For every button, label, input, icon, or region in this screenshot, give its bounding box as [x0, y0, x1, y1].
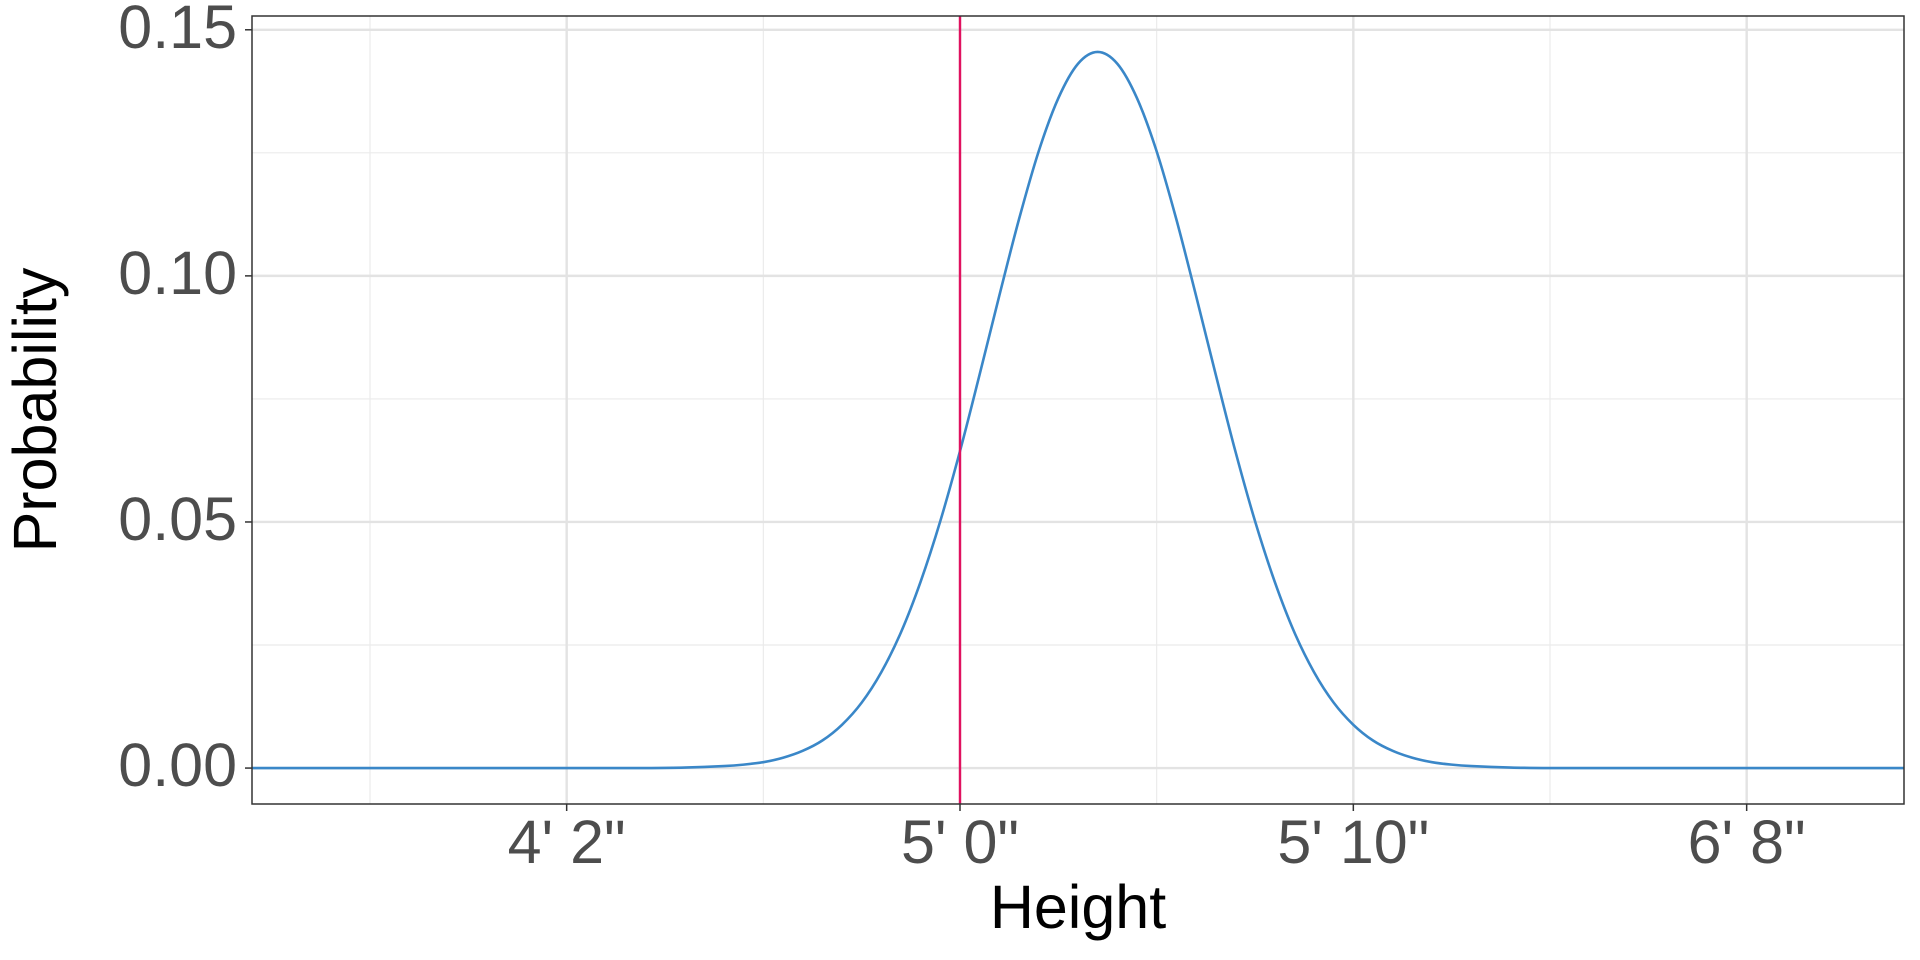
x-tick-label: 6' 8": [1688, 808, 1806, 876]
y-tick-label: 0.05: [118, 485, 237, 553]
density-line: [252, 50, 1904, 770]
y-tick-label: 0.15: [118, 0, 237, 61]
x-tick-label: 5' 0": [901, 808, 1019, 876]
x-tick-label: 4' 2": [508, 808, 626, 876]
panel-border: [251, 15, 1905, 805]
x-tick-label: 5' 10": [1277, 808, 1429, 876]
marks: [252, 16, 1904, 804]
x-axis-title: Height: [990, 873, 1166, 941]
y-tick-label: 0.00: [118, 731, 237, 799]
y-axis-title: Probability: [1, 267, 69, 552]
y-tick-label: 0.10: [118, 239, 237, 307]
labels: 4' 2" 5' 0" 5' 10" 6' 8" 0.00 0.05 0.10 0.15: [118, 0, 1805, 876]
